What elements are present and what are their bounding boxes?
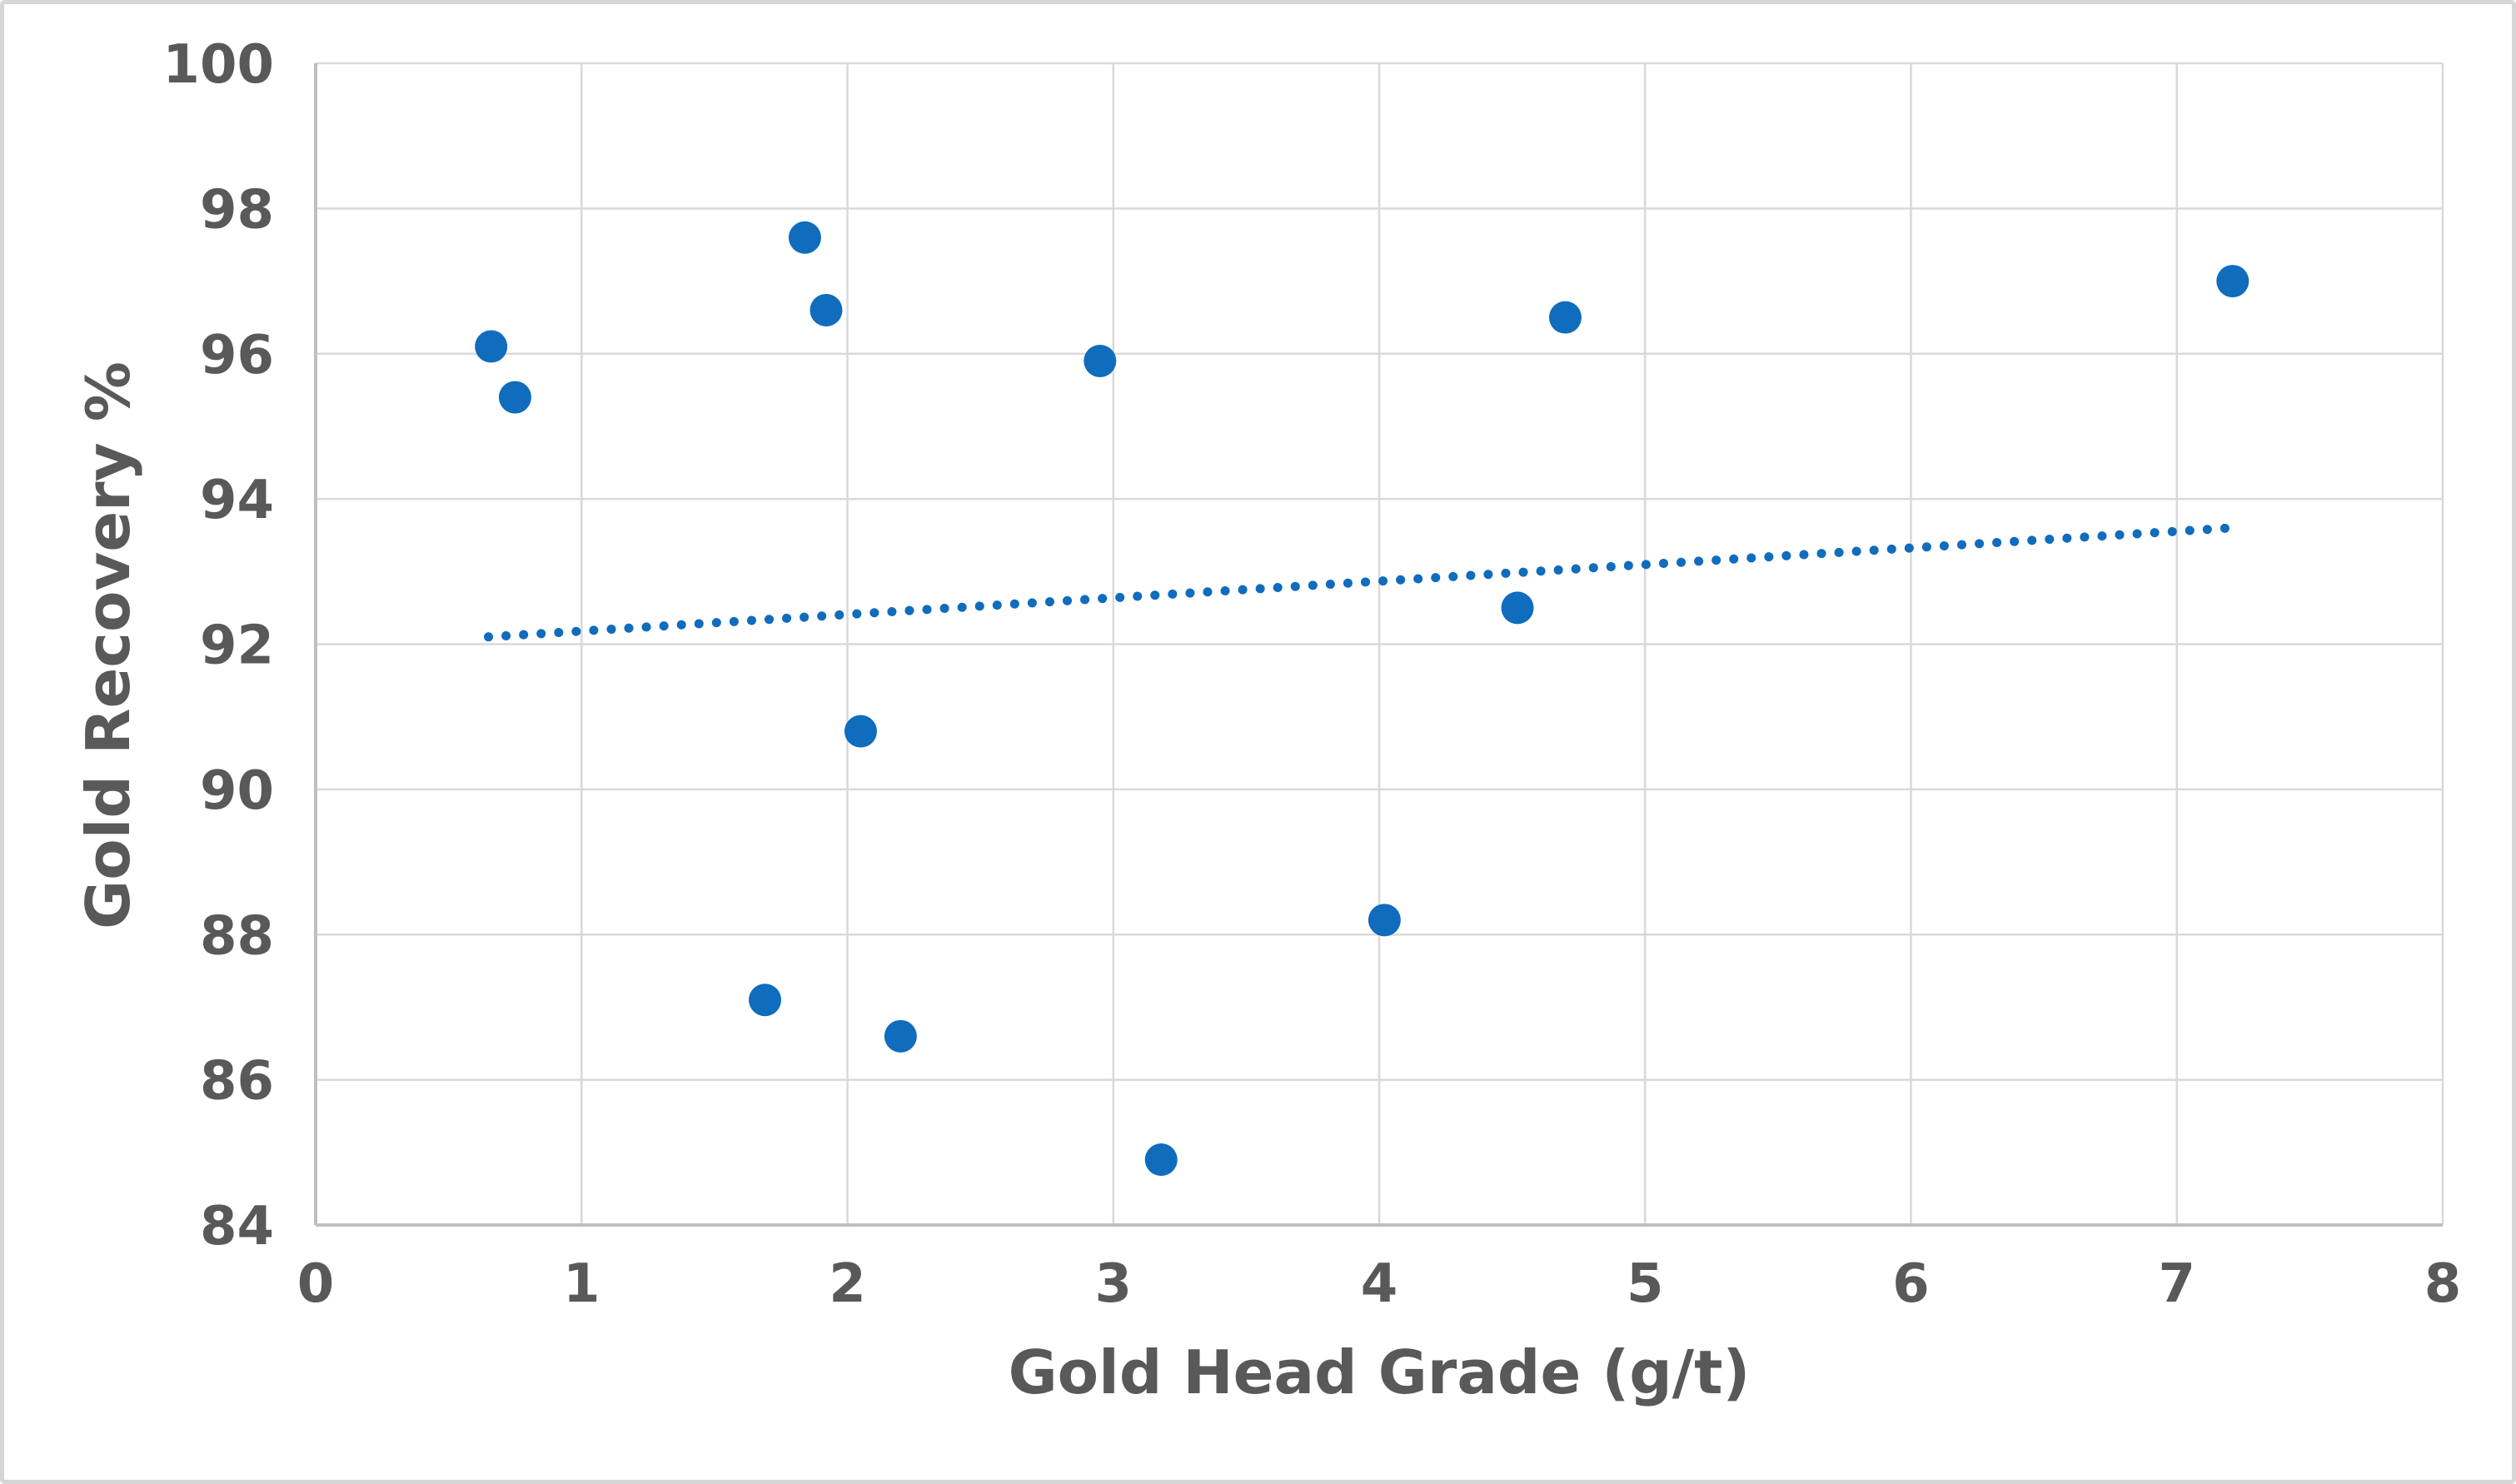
- x-tick-labels: 0 1 2 3 4 5 6 7 8: [297, 1253, 2462, 1315]
- scatter-chart: 0 1 2 3 4 5 6 7 8 84 86 88 90 92 94 96 98 100 Gold Head …: [73, 34, 2462, 1407]
- scatter-point: [810, 293, 843, 326]
- y-tick-label: 94: [200, 470, 274, 531]
- scatter-point: [1144, 1143, 1178, 1177]
- x-axis-title: Gold Head Grade (g/t): [1009, 1337, 1751, 1407]
- y-tick-label: 100: [162, 34, 274, 96]
- x-tick-label: 4: [1361, 1253, 1398, 1315]
- scatter-point: [1548, 301, 1582, 334]
- scatter-point: [844, 715, 877, 748]
- scatter-point: [884, 1019, 917, 1053]
- x-tick-label: 5: [1627, 1253, 1664, 1315]
- scatter-point: [1084, 344, 1117, 377]
- trendline: [484, 523, 2235, 642]
- trendline-group: [484, 523, 2235, 642]
- scatter-points: [475, 221, 2249, 1177]
- x-tick-label: 6: [1892, 1253, 1930, 1315]
- y-tick-label: 90: [200, 760, 274, 822]
- scatter-point: [475, 330, 508, 363]
- scatter-point: [1368, 904, 1401, 937]
- y-tick-label: 86: [200, 1051, 274, 1113]
- x-tick-label: 0: [297, 1253, 335, 1315]
- scatter-point: [2216, 265, 2249, 298]
- x-tick-label: 7: [2158, 1253, 2195, 1315]
- x-tick-label: 3: [1094, 1253, 1132, 1315]
- y-axis-title: Gold Recovery %: [73, 361, 143, 929]
- y-tick-label: 84: [200, 1196, 274, 1257]
- x-tick-label: 1: [563, 1253, 600, 1315]
- scatter-point: [498, 381, 531, 414]
- axis-lines: [314, 63, 2443, 1227]
- gridlines: [316, 62, 2444, 1225]
- y-tick-label: 92: [200, 615, 274, 677]
- scatter-point: [749, 984, 782, 1017]
- x-tick-label: 2: [829, 1253, 866, 1315]
- y-tick-label: 88: [200, 905, 274, 967]
- y-tick-label: 98: [200, 179, 274, 241]
- y-tick-labels: 84 86 88 90 92 94 96 98 100: [162, 34, 274, 1257]
- scatter-point: [788, 221, 821, 254]
- scatter-point: [1501, 591, 1534, 625]
- x-tick-label: 8: [2424, 1253, 2462, 1315]
- y-tick-label: 96: [200, 325, 274, 386]
